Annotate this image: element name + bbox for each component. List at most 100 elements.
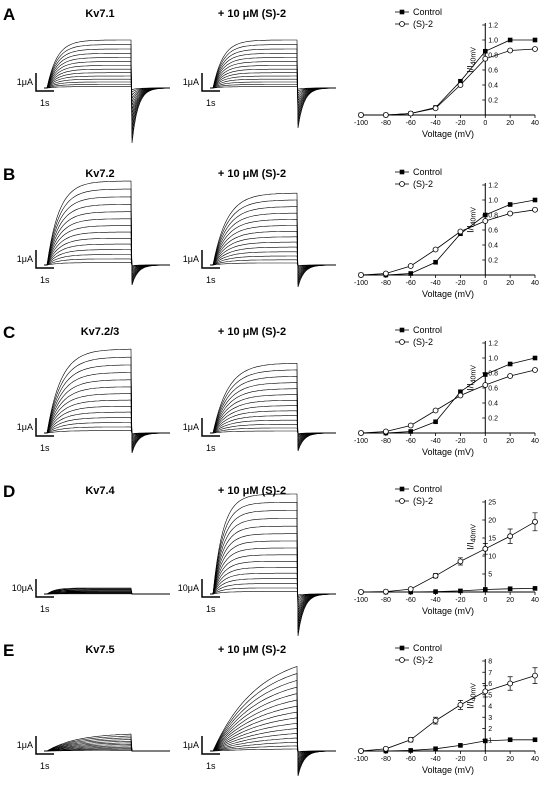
scale-bar	[201, 736, 220, 755]
y-tick-label: 0.2	[488, 416, 498, 423]
x-tick-label: 40	[531, 280, 539, 287]
trace-title-compound: + 10 μM (S)-2	[218, 8, 286, 20]
data-point-s2	[432, 572, 439, 579]
current-trace-compound-11	[210, 699, 336, 767]
time-scale-label-compound: 1s	[206, 275, 216, 285]
iv-chart: -100 -80 -60 -40 -20 0 20 40 0.2 0.4 0.6 0.8 1.0 1.2 V…	[354, 167, 539, 299]
current-trace-control-13	[44, 356, 170, 452]
data-point-s2	[532, 367, 538, 373]
x-tick-label: -40	[431, 120, 441, 127]
legend-marker-circle	[399, 657, 405, 663]
data-point-s2	[382, 745, 389, 752]
traces-control: 10μA	[12, 579, 170, 598]
current-trace-compound-9	[210, 547, 336, 614]
trace-title-compound: + 10 μM (S)-2	[218, 326, 286, 338]
panel-letter: C	[3, 323, 15, 342]
x-tick-label: 20	[506, 597, 514, 604]
data-point-control	[458, 743, 463, 748]
iv-chart: -100 -80 -60 -40 -20 0 20 40 0.2 0.4 0.6 0.8 1.0 1.2 V…	[354, 325, 539, 457]
current-trace-compound-14	[210, 679, 337, 772]
legend-marker-square	[399, 645, 405, 651]
current-trace-compound-4	[210, 578, 336, 602]
data-point-s2	[507, 210, 514, 217]
scale-bar	[35, 418, 54, 437]
current-trace-control-8	[44, 225, 170, 276]
x-tick-label: 40	[531, 120, 539, 127]
current-trace-control-13	[44, 44, 170, 138]
x-tick-label: -80	[381, 120, 391, 127]
data-point-control	[408, 748, 414, 753]
y-tick-label: 1.0	[488, 356, 498, 363]
trace-title-control: Kv7.2/3	[81, 326, 120, 338]
x-tick-label: -100	[354, 280, 368, 287]
y-tick-label: 0.6	[488, 228, 498, 235]
data-point-control	[482, 587, 488, 592]
current-trace-compound-12	[210, 693, 336, 769]
current-trace-compound-10	[210, 388, 336, 446]
data-point-s2	[507, 47, 514, 54]
data-point-control	[408, 271, 414, 276]
y-tick-label: 1.0	[488, 38, 498, 45]
series-line-1	[360, 369, 536, 434]
legend-marker-circle	[399, 181, 405, 187]
data-point-s2	[457, 701, 464, 708]
y-tick-label: 0.4	[488, 243, 498, 250]
data-point-control	[507, 37, 513, 43]
scale-bar	[35, 250, 54, 269]
data-point-s2	[532, 46, 538, 52]
time-scale-label-control: 1s	[40, 761, 50, 771]
legend-label: (S)-2	[413, 19, 433, 29]
x-axis-label: Voltage (mV)	[422, 447, 474, 457]
data-point-control	[433, 589, 438, 594]
y-tick-label: 1.2	[488, 341, 498, 348]
legend-marker-circle	[399, 339, 405, 345]
time-scale-label-compound: 1s	[206, 604, 216, 614]
x-tick-label: 40	[531, 597, 539, 604]
x-tick-label: -100	[354, 597, 368, 604]
current-scale-label: 1μA	[17, 422, 33, 432]
series-line-1	[360, 521, 536, 593]
traces-compound: 1μA	[183, 192, 337, 288]
y-axis-label: I/I40mV	[465, 365, 477, 391]
current-trace-compound-4	[210, 78, 336, 97]
scale-bar	[201, 418, 220, 437]
x-tick-label: -20	[455, 120, 465, 127]
legend-label: (S)-2	[413, 179, 433, 189]
current-trace-control-10	[44, 379, 170, 447]
current-trace-control-9	[44, 386, 170, 445]
y-axis-label-sub: 40mV	[470, 683, 477, 702]
y-axis-label: I/I40mV	[465, 683, 477, 709]
x-axis-label: Voltage (mV)	[422, 765, 474, 775]
data-point-control	[507, 202, 513, 207]
data-point-s2	[532, 518, 538, 525]
x-tick-label: -40	[431, 438, 441, 445]
y-tick-label: 5	[488, 572, 492, 579]
x-tick-label: 0	[483, 756, 487, 763]
data-point-s2	[358, 272, 364, 278]
y-tick-label: 0.8	[488, 371, 498, 378]
data-point-s2	[382, 588, 389, 595]
current-trace-control-11	[44, 204, 170, 280]
time-scale-label-compound: 1s	[206, 443, 216, 453]
x-tick-label: 20	[506, 280, 514, 287]
current-trace-compound-11	[210, 533, 337, 620]
current-scale-label: 1μA	[17, 254, 33, 264]
y-axis-label-sub: 40mV	[470, 524, 477, 543]
x-tick-label: -80	[381, 280, 391, 287]
y-tick-label: 7	[488, 670, 492, 677]
traces-compound: 1μA	[183, 363, 336, 452]
data-point-s2	[358, 430, 364, 436]
legend-label: Control	[413, 484, 442, 494]
panel-letter: E	[3, 641, 14, 660]
x-tick-label: -40	[431, 756, 441, 763]
data-point-control	[458, 78, 463, 84]
y-tick-label: 0.6	[488, 386, 498, 393]
y-tick-label: 0.6	[488, 68, 498, 75]
legend-marker-circle	[399, 21, 405, 27]
current-trace-control-14	[44, 348, 170, 454]
series-line-1	[360, 675, 536, 752]
data-point-s2	[382, 428, 389, 435]
panel-a: A Kv7.1 + 10 μM (S)-2 1μA 1μA 1s 1s -100 -80 -60 -…	[3, 5, 539, 144]
data-point-control	[507, 737, 513, 743]
y-tick-label: 20	[488, 518, 496, 525]
